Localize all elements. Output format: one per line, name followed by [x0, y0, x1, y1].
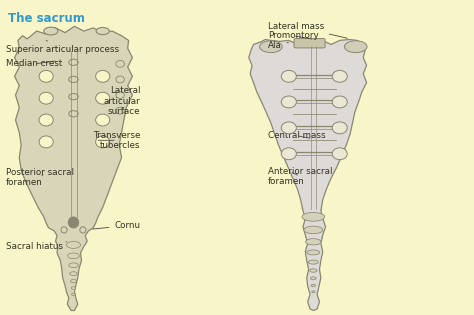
Ellipse shape: [96, 92, 110, 104]
Polygon shape: [15, 26, 132, 311]
Ellipse shape: [260, 41, 282, 53]
Ellipse shape: [306, 239, 321, 245]
Ellipse shape: [281, 122, 296, 134]
Ellipse shape: [80, 227, 86, 233]
Text: Lateral mass: Lateral mass: [268, 22, 347, 38]
Ellipse shape: [71, 280, 76, 283]
Ellipse shape: [39, 92, 53, 104]
Ellipse shape: [116, 107, 124, 114]
Ellipse shape: [116, 60, 124, 67]
Ellipse shape: [39, 136, 53, 148]
Ellipse shape: [302, 212, 325, 221]
Ellipse shape: [72, 293, 75, 295]
Ellipse shape: [281, 70, 296, 82]
Ellipse shape: [39, 70, 53, 82]
Text: Anterior sacral
foramen: Anterior sacral foramen: [268, 167, 332, 186]
Text: Sacral hiatus: Sacral hiatus: [6, 242, 66, 251]
Ellipse shape: [69, 111, 78, 117]
Ellipse shape: [116, 76, 124, 83]
Ellipse shape: [116, 92, 124, 99]
Ellipse shape: [70, 272, 77, 276]
Ellipse shape: [69, 59, 78, 66]
Ellipse shape: [311, 284, 316, 287]
Text: Central mass: Central mass: [268, 131, 325, 140]
Text: Lateral
articular
surface: Lateral articular surface: [104, 86, 140, 116]
Ellipse shape: [71, 287, 76, 289]
Ellipse shape: [69, 94, 78, 100]
Ellipse shape: [96, 27, 109, 35]
Polygon shape: [249, 39, 366, 311]
FancyBboxPatch shape: [294, 38, 325, 48]
Ellipse shape: [68, 253, 79, 259]
Ellipse shape: [307, 250, 319, 255]
Ellipse shape: [310, 269, 317, 272]
Text: Transverse
tubercles: Transverse tubercles: [93, 131, 140, 150]
Text: Cornu: Cornu: [93, 221, 140, 230]
Ellipse shape: [332, 70, 347, 82]
Text: Promontory: Promontory: [268, 31, 318, 40]
Ellipse shape: [96, 70, 110, 82]
Ellipse shape: [281, 96, 296, 108]
Ellipse shape: [310, 277, 316, 280]
Ellipse shape: [69, 76, 78, 83]
Ellipse shape: [332, 96, 347, 108]
Ellipse shape: [281, 148, 296, 160]
Ellipse shape: [68, 217, 79, 228]
Text: Median crest: Median crest: [6, 59, 63, 68]
Ellipse shape: [332, 148, 347, 160]
Ellipse shape: [304, 226, 323, 234]
Ellipse shape: [69, 263, 78, 267]
Ellipse shape: [345, 41, 367, 53]
Text: Posterior sacral
foramen: Posterior sacral foramen: [6, 168, 74, 187]
Text: Ala: Ala: [268, 41, 289, 49]
Ellipse shape: [96, 114, 110, 126]
Ellipse shape: [66, 242, 81, 248]
Ellipse shape: [312, 291, 315, 293]
Ellipse shape: [61, 227, 67, 233]
Ellipse shape: [39, 114, 53, 126]
Ellipse shape: [309, 260, 318, 264]
Text: The sacrum: The sacrum: [9, 12, 85, 25]
Ellipse shape: [44, 27, 58, 35]
Ellipse shape: [332, 122, 347, 134]
Ellipse shape: [96, 136, 110, 148]
Text: Superior articular process: Superior articular process: [6, 40, 119, 54]
